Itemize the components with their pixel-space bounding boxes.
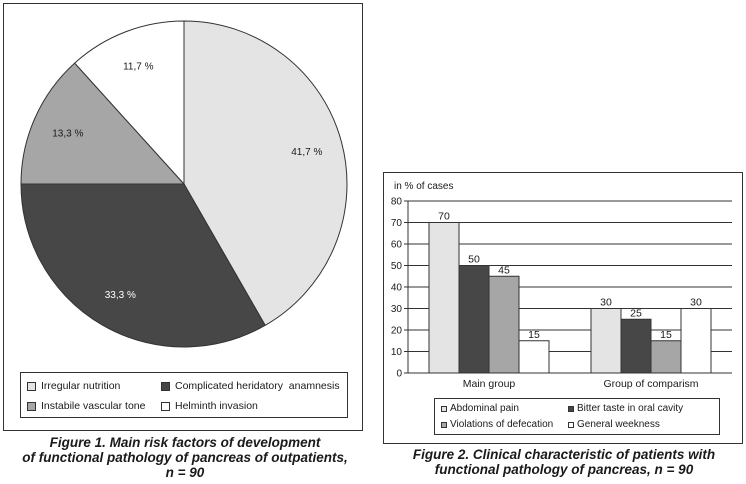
caption-line: Figure 1. Main risk factors of developme… (49, 435, 321, 450)
y-tick-label: 80 (391, 197, 403, 208)
pie-slice-label: 11,7 % (123, 61, 153, 72)
y-tick-label: 60 (391, 240, 403, 251)
legend-label: Instabile vascular tone (41, 400, 146, 412)
legend-item: Complicated heridatory anamnesis (161, 380, 340, 392)
pie-slice-label: 33,3 % (105, 290, 136, 301)
pie-slice-label: 41,7 % (291, 147, 322, 158)
legend-swatch (568, 405, 574, 412)
legend-label: Violations of defecation (450, 419, 554, 430)
figure1-caption: Figure 1. Main risk factors of developme… (0, 435, 370, 480)
x-category-label: Main group (463, 378, 516, 390)
legend-item: Instabile vascular tone (27, 400, 145, 412)
bar (518, 340, 550, 374)
pie-slice-label: 13,3 % (52, 128, 83, 139)
figure2-panel: in % of cases 0 10 20 30 40 50 60 70 80 70 50 45 15 M… (383, 172, 743, 444)
legend-swatch (161, 381, 170, 391)
bar-value-label: 70 (438, 211, 450, 223)
caption-line: n = 90 (165, 465, 205, 480)
bar (620, 318, 652, 374)
legend-item: Irregular nutrition (27, 380, 120, 392)
legend-item: Abdominal pain (441, 403, 519, 414)
legend-label: Irregular nutrition (41, 380, 121, 392)
bar-value-label: 25 (630, 307, 642, 319)
legend-swatch (441, 405, 447, 412)
legend-item: Helminth invasion (161, 400, 258, 412)
pie-slice-4 (73, 20, 185, 186)
bar-value-label: 15 (660, 329, 672, 341)
bar (488, 275, 520, 374)
y-tick-label: 40 (391, 283, 403, 294)
legend-swatch (441, 421, 447, 428)
pie-slice-3 (20, 62, 186, 185)
bar (428, 222, 460, 374)
legend-label: Abdominal pain (450, 403, 519, 414)
y-axis-label: in % of cases (394, 181, 453, 192)
x-category-label: Group of comparism (603, 378, 698, 390)
legend-label: Complicated heridatory anamnesis (175, 380, 340, 392)
legend-swatch (27, 401, 36, 411)
y-tick-label: 10 (391, 347, 403, 358)
bar (650, 340, 682, 374)
bar-chart: in % of cases 0 10 20 30 40 50 60 70 80 70 50 45 15 M… (391, 181, 732, 390)
y-tick-label: 20 (391, 326, 403, 337)
figure1-panel: 41,7 % 33,3 % 13,3 % 11,7 % Irregular nutri… (3, 3, 363, 431)
pie-slice-1 (183, 20, 348, 327)
bar-legend: Abdominal pain Bitter taste in oral cavi… (434, 398, 720, 435)
legend-label: Bitter taste in oral cavity (577, 403, 684, 414)
pie-legend: Irregular nutrition Complicated heridato… (20, 372, 348, 418)
legend-item: Bitter taste in oral cavity (568, 403, 683, 414)
legend-label: Helminth invasion (175, 400, 258, 412)
legend-swatch (27, 381, 36, 391)
y-tick-label: 70 (391, 218, 403, 229)
legend-item: General weekness (568, 419, 660, 430)
bar (680, 308, 712, 374)
caption-line: functional pathology of pancreas, n = 90 (434, 462, 694, 477)
bar (458, 265, 490, 374)
bar-value-label: 30 (600, 297, 612, 309)
legend-swatch (161, 401, 170, 411)
pie-chart: 41,7 % 33,3 % 13,3 % 11,7 % (20, 20, 348, 348)
bar-value-label: 50 (468, 254, 480, 266)
y-tick-label: 0 (396, 369, 402, 380)
caption-line: of functional pathology of pancreas of o… (22, 450, 348, 465)
bar-value-label: 30 (690, 297, 702, 309)
caption-line: Figure 2. Clinical characteristic of pat… (412, 447, 716, 462)
legend-swatch (568, 421, 574, 428)
y-tick-label: 30 (391, 304, 403, 315)
bar-value-label: 15 (528, 329, 540, 341)
legend-label: General weekness (577, 419, 660, 430)
bar (590, 308, 622, 374)
bar-value-label: 45 (498, 264, 510, 276)
legend-item: Violations of defecation (441, 419, 553, 430)
y-tick-label: 50 (391, 261, 403, 272)
figure2-caption: Figure 2. Clinical characteristic of pat… (383, 447, 745, 477)
pie-slice-2 (20, 183, 266, 348)
